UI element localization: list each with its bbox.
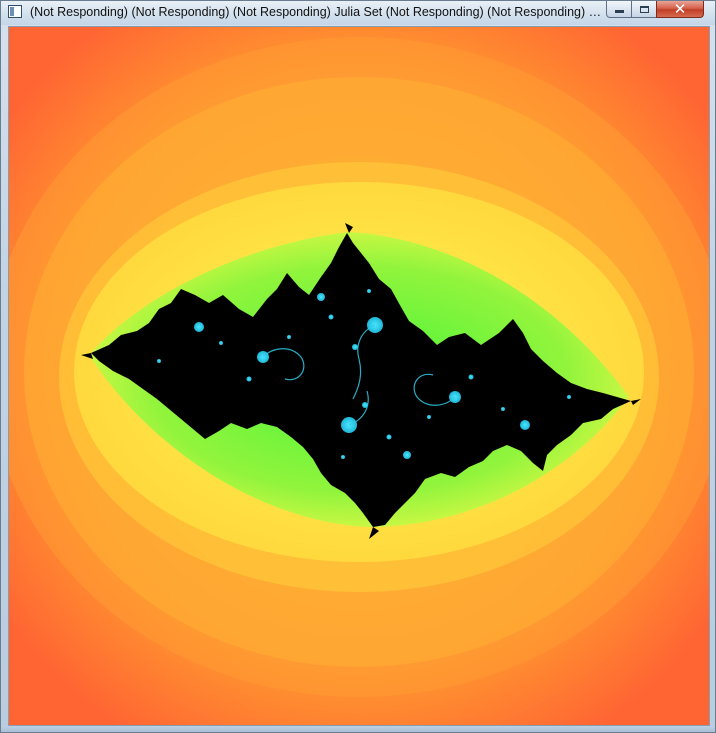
close-icon: ✕ (674, 2, 687, 17)
window-title: (Not Responding) (Not Responding) (Not R… (30, 4, 604, 22)
maximize-button[interactable] (631, 1, 657, 18)
application-icon[interactable] (8, 5, 22, 18)
window-bottom-border (1, 726, 715, 732)
fractal-canvas[interactable] (8, 26, 710, 726)
minimize-icon (615, 10, 624, 13)
caption-buttons: ✕ (606, 1, 703, 19)
close-button[interactable]: ✕ (656, 1, 704, 18)
julia-set-image (9, 27, 709, 725)
title-bar[interactable]: (Not Responding) (Not Responding) (Not R… (1, 1, 715, 25)
maximize-icon (640, 6, 649, 13)
minimize-button[interactable] (606, 1, 632, 18)
